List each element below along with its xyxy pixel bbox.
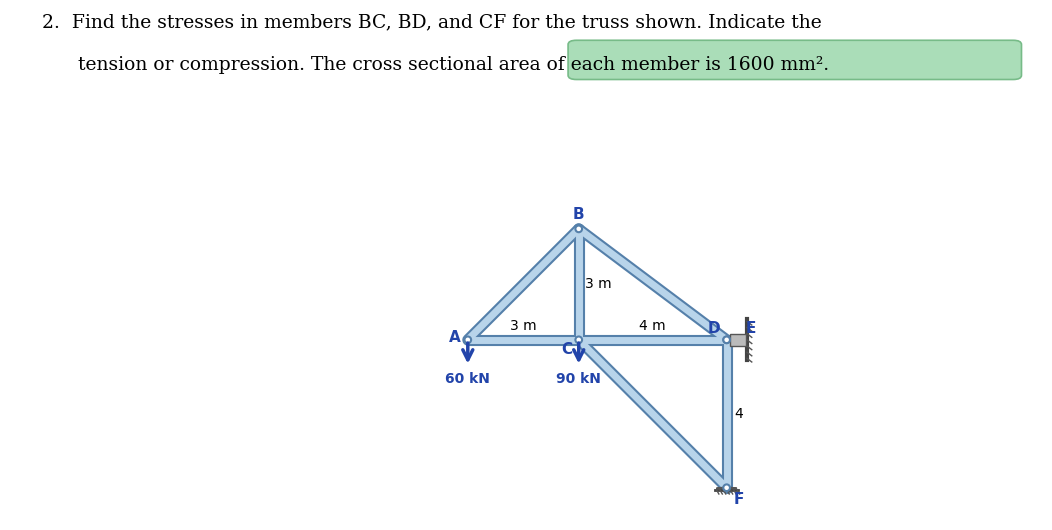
Text: C: C xyxy=(561,342,572,357)
Polygon shape xyxy=(730,334,746,346)
Text: 60 kN: 60 kN xyxy=(445,373,490,386)
Text: B: B xyxy=(573,207,585,222)
Text: 90 kN: 90 kN xyxy=(557,373,601,386)
Circle shape xyxy=(575,337,582,343)
Text: D: D xyxy=(707,321,720,336)
Text: 2.  Find the stresses in members BC, BD, and CF for the truss shown. Indicate th: 2. Find the stresses in members BC, BD, … xyxy=(42,13,822,31)
Circle shape xyxy=(575,226,582,232)
Text: 3 m: 3 m xyxy=(510,319,537,333)
Text: F: F xyxy=(733,492,744,507)
Text: 4 m: 4 m xyxy=(640,319,666,333)
Circle shape xyxy=(724,337,730,343)
Text: E: E xyxy=(745,321,755,336)
Text: 4: 4 xyxy=(734,407,744,421)
Circle shape xyxy=(465,337,471,343)
Circle shape xyxy=(724,337,730,343)
Circle shape xyxy=(724,484,730,491)
Text: 3 m: 3 m xyxy=(585,277,612,292)
Text: tension or compression. The cross sectional area of each member is 1600 mm².: tension or compression. The cross sectio… xyxy=(42,56,829,74)
Polygon shape xyxy=(716,487,737,489)
Text: A: A xyxy=(449,331,461,346)
